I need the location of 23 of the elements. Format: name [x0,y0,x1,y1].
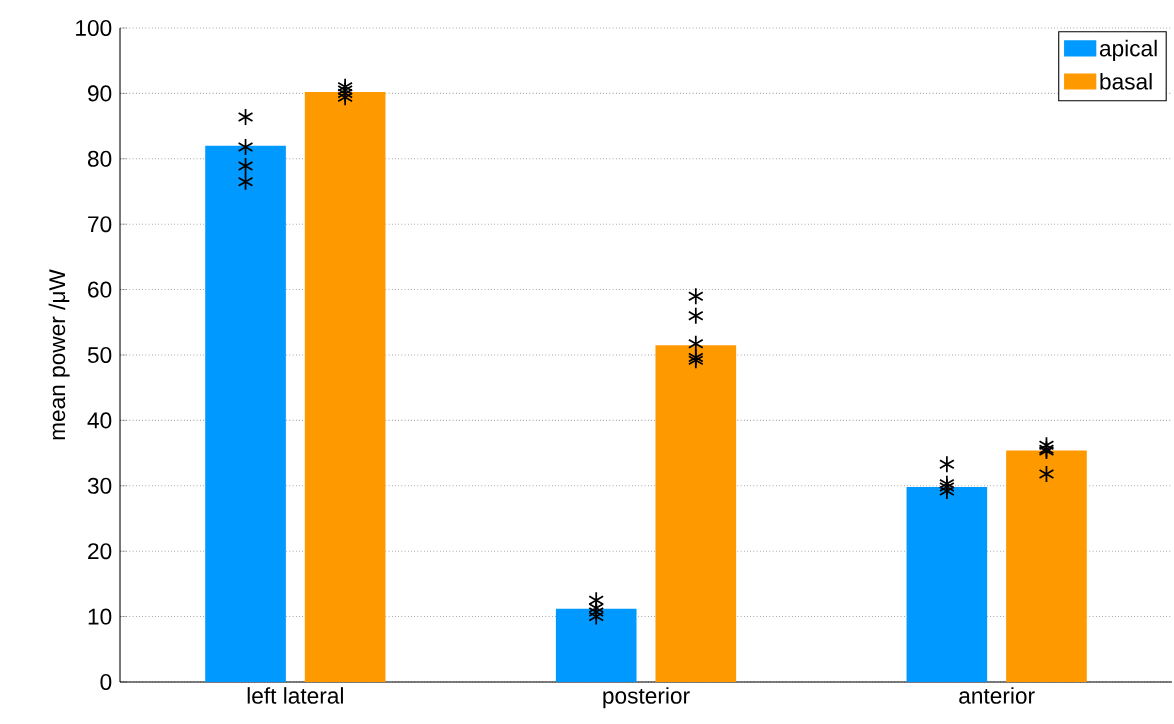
x-tick-label: posterior [603,687,690,709]
x-tick-label: anterior [959,687,1035,704]
y-tick-label: 10 [88,608,112,625]
legend-label: basal [1100,72,1152,90]
bar [205,145,286,682]
y-tick-label: 0 [100,673,112,691]
bar [304,92,386,682]
y-tick-label: 100 [76,19,112,37]
bar [555,608,637,682]
y-tick-label: 60 [88,281,112,298]
y-tick-label: 70 [88,216,112,233]
bar [655,345,737,682]
y-axis-title: mean power /μW [48,269,70,440]
bar [906,487,988,682]
bar [1006,450,1087,682]
y-tick-label: 80 [87,150,112,167]
y-tick-label: 30 [87,477,112,494]
y-tick-label: 20 [88,543,112,560]
y-tick-label: 40 [87,412,112,429]
y-tick-label: 50 [87,346,112,364]
y-tick-label: 90 [88,85,112,102]
x-tick-label: left lateral [247,687,343,704]
legend-label: apical [1099,39,1157,61]
